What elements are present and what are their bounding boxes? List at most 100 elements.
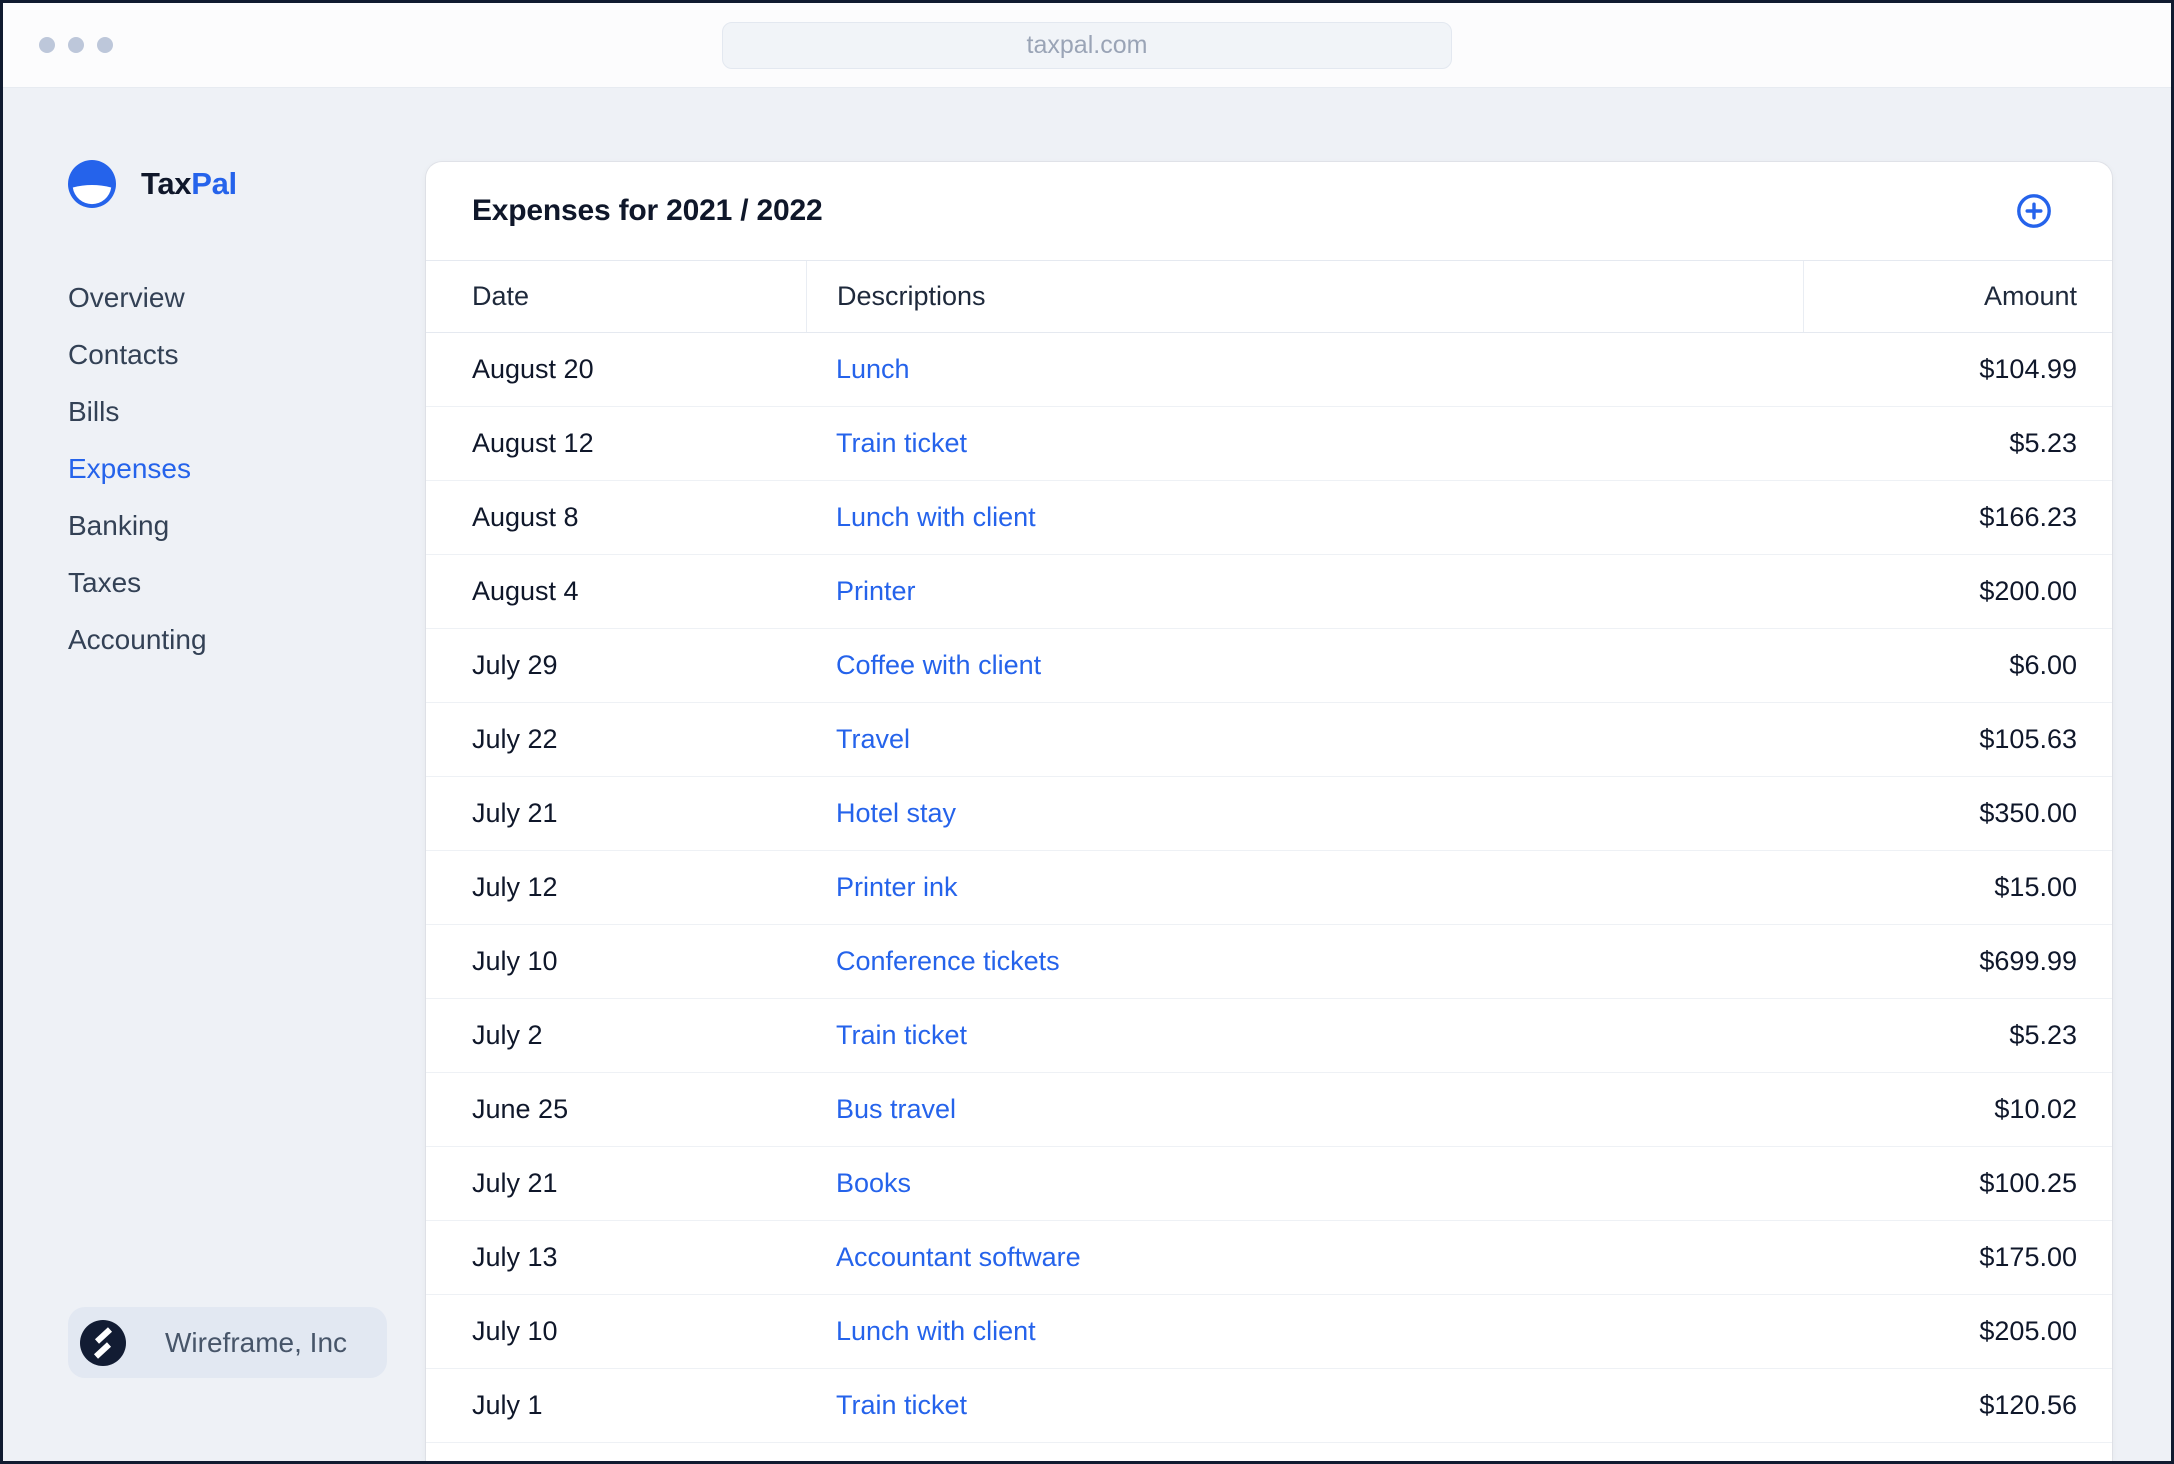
expense-date: July 1: [472, 1390, 543, 1420]
table-row: July 21 Books $100.25: [426, 1147, 2112, 1221]
sidebar-item-banking[interactable]: Banking: [68, 497, 423, 554]
table-row: July 22 Travel $105.63: [426, 703, 2112, 777]
expense-amount: $120.56: [1979, 1390, 2077, 1420]
table-row: August 4 Printer $200.00: [426, 555, 2112, 629]
logo[interactable]: TaxPal: [68, 160, 423, 208]
expense-description-link[interactable]: Travel: [836, 724, 911, 754]
table-row: June 25 Bus travel $10.02: [426, 1073, 2112, 1147]
url-bar[interactable]: taxpal.com: [722, 21, 1452, 69]
sidebar-item-overview[interactable]: Overview: [68, 269, 423, 326]
window-control-dot[interactable]: [68, 37, 84, 53]
expense-description-link[interactable]: Train ticket: [836, 1390, 968, 1420]
expense-description-link[interactable]: Train ticket: [836, 428, 968, 458]
expenses-table-body: August 20 Lunch $104.99 August 12 Train …: [426, 333, 2112, 1443]
expense-date: July 29: [472, 650, 558, 680]
plus-circle-icon: [2017, 194, 2051, 228]
expense-description-link[interactable]: Hotel stay: [836, 798, 957, 828]
expense-description-link[interactable]: Lunch: [836, 354, 910, 384]
expense-amount: $200.00: [1979, 576, 2077, 606]
expense-date: July 21: [472, 1168, 558, 1198]
expense-amount: $6.00: [2009, 650, 2077, 680]
expenses-card: Expenses for 2021 / 2022 Date Descriptio…: [426, 162, 2112, 1461]
expense-description-link[interactable]: Printer: [836, 576, 916, 606]
expense-amount: $5.23: [2009, 1020, 2077, 1050]
sidebar-item-label: Bills: [68, 395, 120, 427]
sidebar-nav: Overview Contacts Bills Expenses Banking…: [68, 269, 423, 668]
expense-date: August 12: [472, 428, 594, 458]
expense-description-link[interactable]: Train ticket: [836, 1020, 968, 1050]
sidebar-item-label: Contacts: [68, 338, 179, 370]
sidebar: TaxPal Overview Contacts Bills Expenses …: [3, 88, 423, 1461]
expense-amount: $350.00: [1979, 798, 2077, 828]
table-row: July 2 Train ticket $5.23: [426, 999, 2112, 1073]
expense-amount: $166.23: [1979, 502, 2077, 532]
sidebar-item-label: Expenses: [68, 452, 191, 484]
sidebar-item-label: Accounting: [68, 623, 207, 655]
page-title: Expenses for 2021 / 2022: [472, 194, 823, 227]
expense-date: August 8: [472, 502, 579, 532]
expense-description-link[interactable]: Books: [836, 1168, 912, 1198]
window-control-dot[interactable]: [97, 37, 113, 53]
expense-description-link[interactable]: Coffee with client: [836, 650, 1042, 680]
table-row: July 10 Lunch with client $205.00: [426, 1295, 2112, 1369]
expense-date: July 12: [472, 872, 558, 902]
expense-amount: $699.99: [1979, 946, 2077, 976]
expense-date: July 2: [472, 1020, 543, 1050]
org-name: Wireframe, Inc: [165, 1326, 348, 1358]
window-controls: [39, 37, 113, 53]
expense-amount: $10.02: [1994, 1094, 2077, 1124]
expense-description-link[interactable]: Accountant software: [836, 1242, 1081, 1272]
add-expense-button[interactable]: [2016, 193, 2052, 229]
table-row: July 21 Hotel stay $350.00: [426, 777, 2112, 851]
table-row: July 12 Printer ink $15.00: [426, 851, 2112, 925]
window-control-dot[interactable]: [39, 37, 55, 53]
sidebar-item-bills[interactable]: Bills: [68, 383, 423, 440]
expense-date: July 22: [472, 724, 558, 754]
brand-name: TaxPal: [141, 166, 237, 201]
table-row: July 1 Train ticket $120.56: [426, 1369, 2112, 1443]
expense-date: July 13: [472, 1242, 558, 1272]
expense-date: July 21: [472, 798, 558, 828]
sidebar-item-label: Banking: [68, 509, 170, 541]
sidebar-item-expenses[interactable]: Expenses: [68, 440, 423, 497]
sidebar-item-contacts[interactable]: Contacts: [68, 326, 423, 383]
main-content: Expenses for 2021 / 2022 Date Descriptio…: [423, 88, 2171, 1461]
column-header-date: Date: [472, 281, 530, 311]
table-row: August 20 Lunch $104.99: [426, 333, 2112, 407]
expense-date: August 20: [472, 354, 594, 384]
expense-date: August 4: [472, 576, 579, 606]
expense-amount: $104.99: [1979, 354, 2077, 384]
sidebar-item-label: Taxes: [68, 566, 142, 598]
expense-description-link[interactable]: Printer ink: [836, 872, 958, 902]
org-switcher[interactable]: Wireframe, Inc: [68, 1307, 388, 1378]
expense-description-link[interactable]: Conference tickets: [836, 946, 1060, 976]
expense-amount: $15.00: [1994, 872, 2077, 902]
table-row: August 12 Train ticket $5.23: [426, 407, 2112, 481]
expense-amount: $5.23: [2009, 428, 2077, 458]
table-row: July 13 Accountant software $175.00: [426, 1221, 2112, 1295]
expense-description-link[interactable]: Bus travel: [836, 1094, 957, 1124]
column-header-amount: Amount: [1803, 261, 2112, 332]
sidebar-item-taxes[interactable]: Taxes: [68, 554, 423, 611]
expense-date: July 10: [472, 1316, 558, 1346]
browser-toolbar: taxpal.com: [3, 3, 2171, 88]
expenses-card-header: Expenses for 2021 / 2022: [426, 162, 2112, 260]
table-row: July 29 Coffee with client $6.00: [426, 629, 2112, 703]
taxpal-moon-icon: [68, 160, 116, 208]
table-header-row: Date Descriptions Amount: [426, 260, 2112, 333]
expense-amount: $105.63: [1979, 724, 2077, 754]
table-row: August 8 Lunch with client $166.23: [426, 481, 2112, 555]
expense-description-link[interactable]: Lunch with client: [836, 502, 1036, 532]
expense-amount: $100.25: [1979, 1168, 2077, 1198]
expense-description-link[interactable]: Lunch with client: [836, 1316, 1036, 1346]
expense-amount: $175.00: [1979, 1242, 2077, 1272]
sidebar-item-label: Overview: [68, 281, 185, 313]
table-row: July 10 Conference tickets $699.99: [426, 925, 2112, 999]
expense-date: June 25: [472, 1094, 569, 1124]
column-header-descriptions: Descriptions: [806, 261, 1803, 332]
sidebar-item-accounting[interactable]: Accounting: [68, 611, 423, 668]
expense-date: July 10: [472, 946, 558, 976]
wireframe-slashes-icon: [80, 1319, 126, 1366]
expense-amount: $205.00: [1979, 1316, 2077, 1346]
